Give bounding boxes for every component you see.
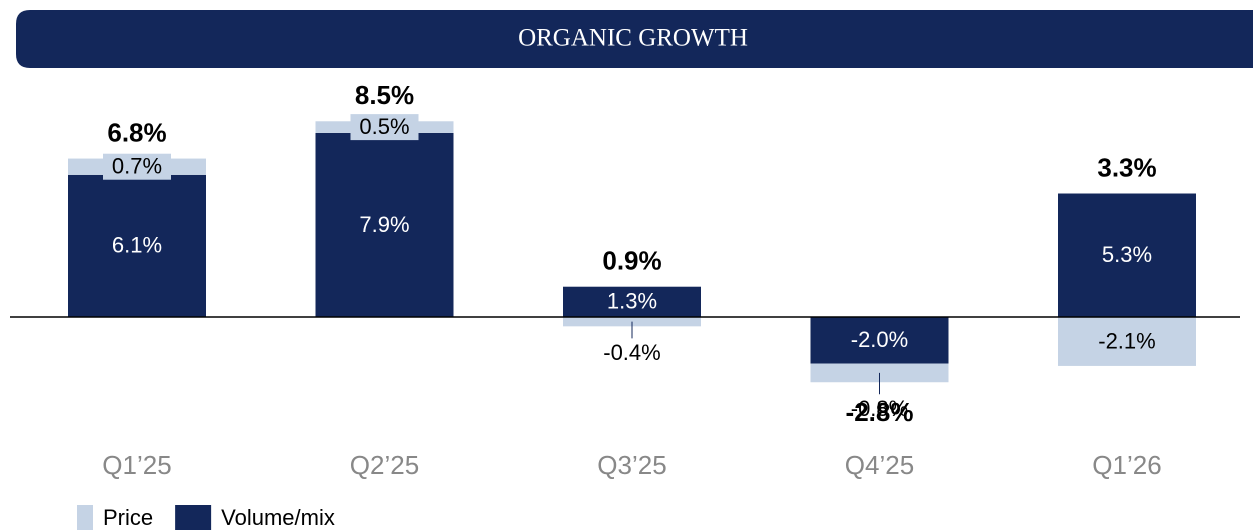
header-bar (16, 10, 1253, 68)
value-label: -0.8% (851, 396, 908, 421)
total-label: -2.8% (846, 397, 914, 427)
x-tick-label: Q4’25 (845, 450, 914, 480)
value-label: 0.5% (359, 114, 409, 139)
legend-swatch (175, 505, 212, 530)
legend-label: Volume/mix (221, 505, 335, 530)
bar-segment (563, 286, 701, 317)
chart-title: ORGANIC GROWTH (518, 25, 748, 52)
total-label: 0.9% (602, 246, 661, 276)
total-label: 8.5% (355, 80, 414, 110)
bar-segment (68, 174, 206, 317)
label-box (103, 153, 171, 180)
bar-segment (1058, 193, 1196, 317)
x-tick-label: Q3’25 (597, 450, 666, 480)
value-label: 5.3% (1102, 242, 1152, 267)
value-label: 6.1% (112, 233, 162, 258)
value-label: 1.3% (607, 289, 657, 314)
value-label: -2.1% (1098, 328, 1155, 353)
total-label: 6.8% (107, 117, 166, 147)
bar-segment (315, 132, 454, 317)
legend-swatch (77, 505, 93, 530)
value-label: 0.7% (112, 154, 162, 179)
label-box (350, 114, 419, 141)
legend-label: Price (103, 505, 153, 530)
total-label: 3.3% (1097, 152, 1156, 182)
bar-segment (810, 317, 949, 364)
bar-segment (810, 363, 949, 383)
value-label: -2.0% (851, 327, 908, 352)
x-tick-label: Q1’26 (1092, 450, 1161, 480)
value-label: -0.4% (603, 340, 660, 365)
x-tick-label: Q1’25 (102, 450, 171, 480)
value-label: 7.9% (359, 212, 409, 237)
bar-segment (1058, 317, 1196, 366)
x-tick-label: Q2’25 (350, 450, 419, 480)
